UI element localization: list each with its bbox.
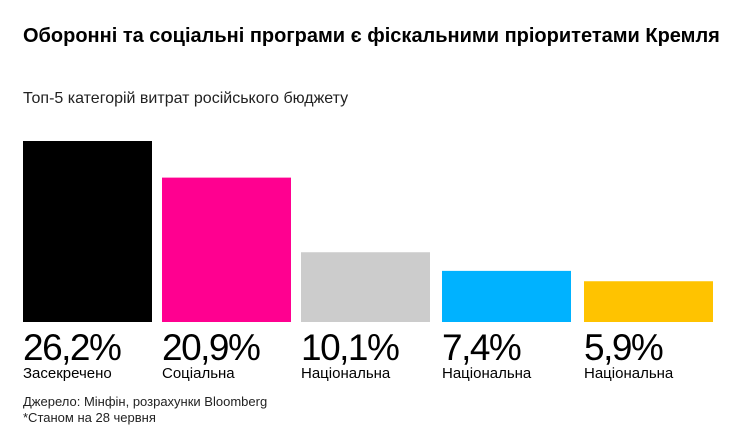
source-text: Джерело: Мінфін, розрахунки Bloomberg bbox=[23, 394, 268, 409]
value-label: 5,9% bbox=[584, 327, 664, 368]
category-label: Національна bbox=[584, 365, 674, 382]
bar bbox=[301, 252, 430, 322]
category-label: Національна bbox=[301, 365, 391, 382]
bar bbox=[442, 270, 571, 322]
category-label: Соціальна bbox=[162, 365, 235, 382]
value-label: 20,9% bbox=[162, 327, 261, 368]
bar bbox=[584, 281, 713, 322]
source-note: Джерело: Мінфін, розрахунки Bloomberg *С… bbox=[23, 394, 267, 426]
bar bbox=[162, 177, 291, 322]
chart-title: Оборонні та соціальні програми є фіскаль… bbox=[23, 25, 720, 47]
date-note: *Станом на 28 червня bbox=[23, 410, 156, 425]
category-label: Національна bbox=[442, 365, 532, 382]
bar bbox=[23, 141, 152, 322]
value-label: 10,1% bbox=[301, 327, 400, 368]
category-label: Засекречено bbox=[23, 365, 112, 382]
chart-subtitle: Топ-5 категорій витрат російського бюдже… bbox=[23, 90, 349, 107]
value-label: 26,2% bbox=[23, 327, 122, 368]
value-label: 7,4% bbox=[442, 327, 522, 368]
